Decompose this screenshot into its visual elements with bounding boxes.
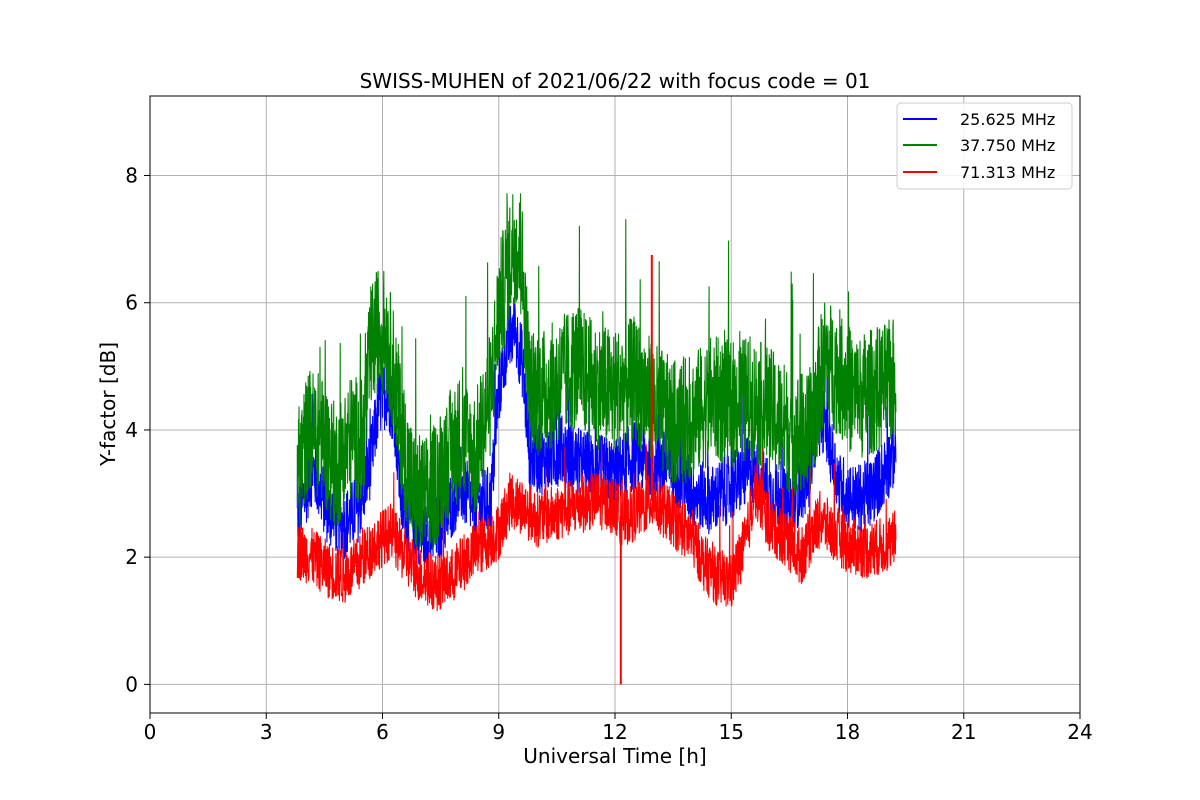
- x-tick-label: 3: [260, 720, 273, 744]
- x-tick-label: 18: [835, 720, 860, 744]
- x-tick-label: 24: [1067, 720, 1092, 744]
- x-tick-label: 12: [602, 720, 627, 744]
- y-tick-label: 0: [125, 672, 138, 696]
- series-37-750-line: [296, 193, 897, 552]
- y-axis-label: Y-factor [dB]: [96, 342, 120, 467]
- y-tick-label: 2: [125, 545, 138, 569]
- legend-box: [896, 102, 1073, 190]
- series-layer: [296, 193, 897, 685]
- legend-label-37-750: 37.750 MHz: [960, 136, 1055, 155]
- y-tick-label: 4: [125, 418, 138, 442]
- x-axis-label: Universal Time [h]: [523, 744, 706, 768]
- series-71-313: [296, 440, 897, 612]
- x-tick-label: 21: [951, 720, 976, 744]
- legend-label-71-313: 71.313 MHz: [960, 163, 1055, 182]
- y-tick-label: 8: [125, 164, 138, 188]
- x-tick-label: 9: [492, 720, 505, 744]
- legend: 25.625 MHz 37.750 MHz 71.313 MHz: [896, 102, 1073, 190]
- series-71-313-line: [296, 440, 897, 612]
- x-axis: 0 3 6 9 12 15 18 21 24: [144, 713, 1093, 744]
- x-tick-label: 0: [144, 720, 157, 744]
- chart-title: SWISS-MUHEN of 2021/06/22 with focus cod…: [360, 69, 871, 93]
- series-37-750: [296, 193, 897, 552]
- x-tick-label: 6: [376, 720, 389, 744]
- y-tick-label: 6: [125, 291, 138, 315]
- legend-label-25-625: 25.625 MHz: [960, 110, 1055, 129]
- x-tick-label: 15: [719, 720, 744, 744]
- y-axis: 0 2 4 6 8: [125, 164, 150, 696]
